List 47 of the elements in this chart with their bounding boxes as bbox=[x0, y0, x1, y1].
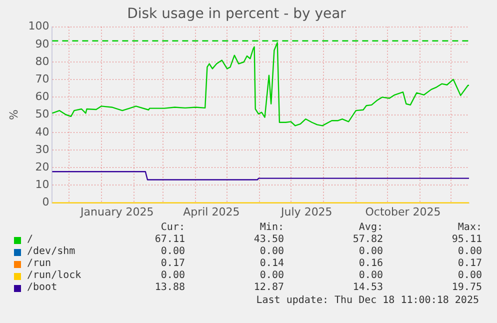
x-tick-label: July 2025 bbox=[280, 205, 332, 218]
legend-label: /dev/shm bbox=[27, 246, 76, 258]
x-tick-label: April 2025 bbox=[183, 205, 240, 218]
text: 57.82 bbox=[352, 234, 383, 246]
legend-label: /run bbox=[27, 258, 52, 270]
text: 0.00 bbox=[160, 270, 185, 282]
text: 0.14 bbox=[258, 258, 284, 270]
chart-title: Disk usage in percent - by year bbox=[127, 6, 346, 22]
y-tick-label: 30 bbox=[35, 142, 50, 156]
legend-label: /run/lock bbox=[27, 270, 82, 282]
text: Avg: bbox=[358, 222, 383, 234]
text: Min: bbox=[258, 222, 284, 234]
text: 0.00 bbox=[456, 246, 482, 258]
y-axis-title: % bbox=[7, 110, 20, 120]
y-tick-label: 60 bbox=[35, 90, 50, 104]
text: 0.17 bbox=[456, 258, 482, 270]
y-tick-label: 50 bbox=[35, 108, 50, 121]
text: 0.00 bbox=[358, 270, 383, 282]
text: 19.75 bbox=[450, 282, 482, 294]
y-tick-label: 100 bbox=[28, 20, 50, 33]
text: 0.17 bbox=[160, 258, 185, 270]
x-tick-label: January 2025 bbox=[80, 205, 154, 218]
y-tick-label: 90 bbox=[35, 37, 50, 50]
y-tick-label: 70 bbox=[35, 72, 50, 86]
x-tick-label: October 2025 bbox=[365, 205, 441, 218]
text: 0.00 bbox=[456, 270, 482, 282]
text: 12.87 bbox=[252, 282, 284, 294]
text: 0.00 bbox=[358, 246, 383, 258]
y-tick-label: 40 bbox=[35, 125, 50, 138]
text: 67.11 bbox=[154, 234, 185, 246]
text: Max: bbox=[456, 222, 482, 234]
legend-label: /boot bbox=[27, 282, 58, 294]
text: Last update: Thu Dec 18 11:00:18 2025 bbox=[255, 295, 480, 307]
text: 0.00 bbox=[258, 246, 284, 258]
legend-label: / bbox=[27, 234, 34, 246]
y-tick-label: 0 bbox=[42, 196, 50, 209]
y-tick-label: 80 bbox=[35, 54, 50, 68]
text: 13.88 bbox=[154, 282, 185, 294]
text: 0.00 bbox=[160, 246, 185, 258]
text: 43.50 bbox=[252, 234, 284, 246]
y-tick-label: 20 bbox=[35, 160, 50, 174]
text: Cur: bbox=[160, 222, 185, 234]
text: 95.11 bbox=[450, 234, 482, 246]
text: 0.00 bbox=[258, 270, 284, 282]
text: 0.16 bbox=[358, 258, 383, 270]
text: 14.53 bbox=[352, 282, 383, 294]
y-tick-label: 10 bbox=[35, 178, 50, 192]
